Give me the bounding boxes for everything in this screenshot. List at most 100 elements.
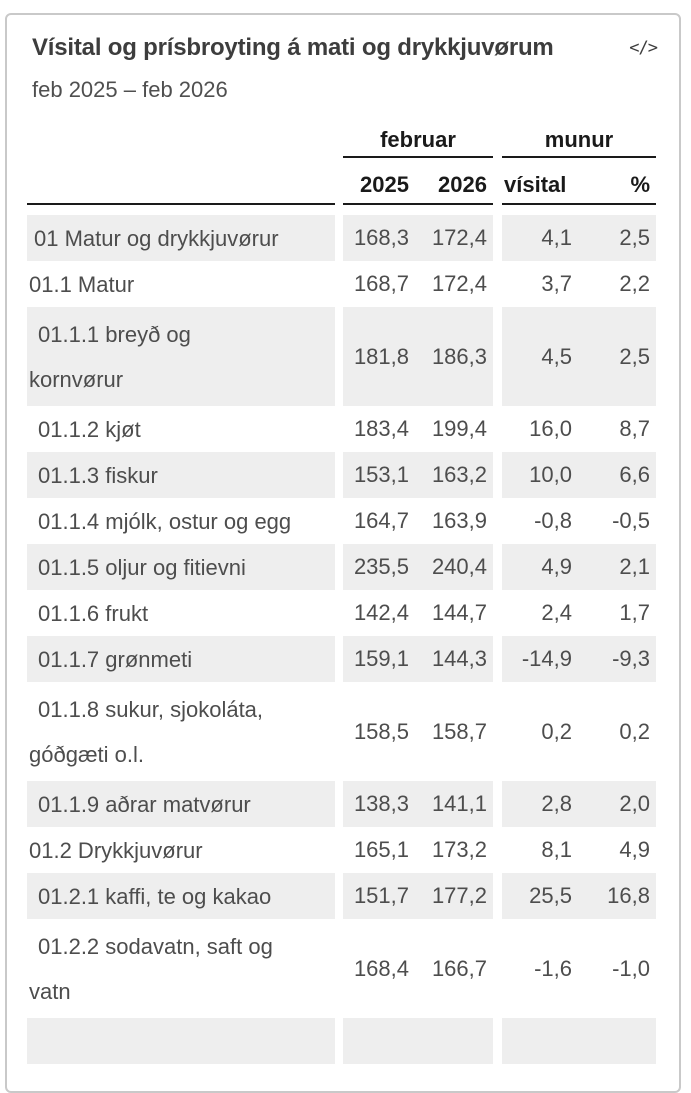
value-diff-index: 3,7 [541, 271, 572, 296]
value-2026: 158,7 [431, 718, 487, 744]
table-row: 01 Matur og drykkjuvørur 168,3 172,4 4,1… [27, 215, 656, 261]
row-label: 01.1.6 frukt [38, 600, 149, 626]
value-2026: 240,4 [412, 544, 493, 590]
table-row: 01.1.4 mjólk, ostur og egg 164,7 163,9 -… [27, 498, 656, 544]
column-gap [493, 120, 502, 158]
value-2025: 183,4 [353, 416, 409, 441]
value-diff-percent: 1,7 [619, 600, 650, 625]
value-2026: 199,4 [431, 416, 487, 441]
value-diff-index: 4,5 [502, 307, 575, 406]
table-row: 01.1.2 kjøt 183,4 199,4 16,0 8,7 [27, 406, 656, 452]
value-diff-percent: -9,3 [575, 636, 656, 682]
column-gap [493, 919, 502, 1018]
value-diff-index: -14,9 [502, 636, 575, 682]
table-group-header-row: februar munur [27, 120, 656, 158]
column-gap [493, 452, 502, 498]
table-row: 01.1 Matur 168,7 172,4 3,7 2,2 [27, 261, 656, 307]
value-diff-percent: 2,5 [575, 215, 656, 261]
column-gap [335, 120, 343, 158]
value-diff-percent: 8,7 [619, 416, 650, 441]
column-gap [335, 498, 343, 544]
value-diff-index: 25,5 [502, 873, 575, 919]
row-label: 01.1.9 aðrar matvørur [27, 781, 335, 827]
group-header-empty [27, 120, 335, 158]
table-row: 01.1.7 grønmeti 159,1 144,3 -14,9 -9,3 [27, 636, 656, 682]
value-diff-percent: 2,2 [619, 271, 650, 296]
row-label: 01.1.2 kjøt [38, 416, 141, 442]
value-diff-index: 0,2 [541, 718, 572, 744]
group-header-februar: februar [343, 120, 493, 158]
value-diff-percent: 6,6 [575, 452, 656, 498]
value-2025: 181,8 [343, 307, 412, 406]
value-2026: 144,7 [431, 600, 487, 625]
value-2025: 158,5 [353, 718, 409, 744]
column-gap [493, 827, 502, 873]
value-diff-percent [575, 1018, 656, 1064]
table-row: 01.2.1 kaffi, te og kakao 151,7 177,2 25… [27, 873, 656, 919]
column-header-percent: % [575, 158, 656, 205]
row-label: 01.2.2 sodavatn, saft og vatn [29, 933, 273, 1004]
row-label: 01.1.1 breyð og kornvørur [27, 307, 335, 406]
row-label: 01.2 Drykkjuvørur [29, 837, 203, 863]
table-row: 01.1.1 breyð og kornvørur 181,8 186,3 4,… [27, 307, 656, 406]
value-2026: 186,3 [412, 307, 493, 406]
value-diff-percent: 0,2 [619, 718, 650, 744]
value-2026: 177,2 [412, 873, 493, 919]
row-label: 01.1.7 grønmeti [27, 636, 335, 682]
column-gap [335, 827, 343, 873]
column-gap [493, 406, 502, 452]
column-gap [335, 307, 343, 406]
column-gap [335, 261, 343, 307]
value-2025: 142,4 [353, 600, 409, 625]
column-gap [493, 307, 502, 406]
row-label: 01.1.5 oljur og fitievni [27, 544, 335, 590]
value-2026: 163,2 [412, 452, 493, 498]
column-header-visital: vísital [502, 158, 575, 205]
table-body: 01 Matur og drykkjuvørur 168,3 172,4 4,1… [27, 215, 656, 1064]
value-2026: 172,4 [431, 271, 487, 296]
row-label: 01 Matur og drykkjuvørur [27, 215, 335, 261]
column-header-label [27, 158, 335, 205]
table-row: 01.1.5 oljur og fitievni 235,5 240,4 4,9… [27, 544, 656, 590]
value-2026: 166,7 [431, 955, 487, 981]
value-diff-index: -1,6 [534, 955, 572, 981]
value-2026 [412, 1018, 493, 1064]
value-2026: 141,1 [412, 781, 493, 827]
table-row: 01.2.2 sodavatn, saft og vatn 168,4 166,… [27, 919, 656, 1018]
value-2026: 173,2 [431, 837, 487, 862]
value-2025: 168,7 [353, 271, 409, 296]
value-diff-percent: 2,0 [575, 781, 656, 827]
table-row: 01.2 Drykkjuvørur 165,1 173,2 8,1 4,9 [27, 827, 656, 873]
value-2025: 164,7 [353, 508, 409, 533]
column-gap [335, 406, 343, 452]
column-gap [335, 544, 343, 590]
card-header: Vísital og prísbroyting á mati og drykkj… [27, 31, 658, 65]
column-gap [493, 682, 502, 781]
column-header-2025: 2025 [343, 158, 412, 205]
header-spacer [27, 205, 656, 215]
value-diff-index: 2,4 [541, 600, 572, 625]
date-range-subtitle: feb 2025 – feb 2026 [32, 77, 228, 102]
table-row: 01.1.3 fiskur 153,1 163,2 10,0 6,6 [27, 452, 656, 498]
table-column-header-row: 2025 2026 vísital % [27, 158, 656, 205]
page-title: Vísital og prísbroyting á mati og drykkj… [32, 34, 554, 61]
column-gap [335, 781, 343, 827]
stats-table: februar munur 2025 2026 vísital % 01 Mat… [27, 120, 656, 1064]
table-row [27, 1018, 656, 1064]
column-gap [493, 873, 502, 919]
table-row: 01.1.6 frukt 142,4 144,7 2,4 1,7 [27, 590, 656, 636]
row-label: 01.1.4 mjólk, ostur og egg [38, 508, 292, 534]
value-2025: 153,1 [343, 452, 412, 498]
column-gap [493, 215, 502, 261]
table-card: Vísital og prísbroyting á mati og drykkj… [5, 13, 681, 1093]
value-diff-index: -0,8 [534, 508, 572, 533]
value-2025: 235,5 [343, 544, 412, 590]
value-2025: 165,1 [353, 837, 409, 862]
row-label: 01.1.3 fiskur [27, 452, 335, 498]
column-gap [335, 158, 343, 205]
column-gap [335, 215, 343, 261]
value-diff-index: 8,1 [541, 837, 572, 862]
embed-code-icon[interactable]: </> [629, 38, 658, 58]
column-gap [335, 590, 343, 636]
value-diff-index: 16,0 [529, 416, 572, 441]
